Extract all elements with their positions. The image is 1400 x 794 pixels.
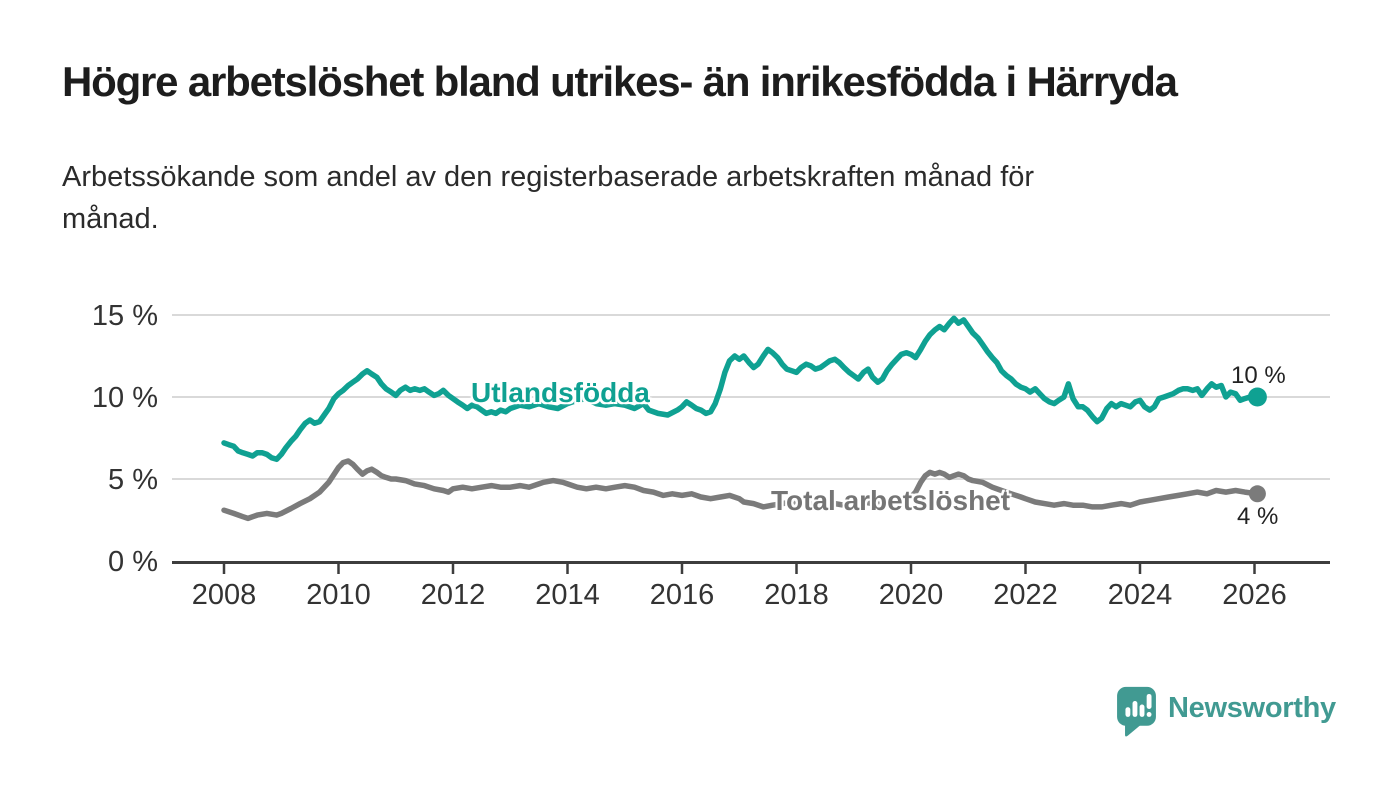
subtitle-line-1: Arbetssökande som andel av den registerb… bbox=[62, 161, 1035, 193]
svg-text:2012: 2012 bbox=[421, 579, 486, 611]
y-axis-labels: 0 % 5 % 10 % 15 % bbox=[92, 300, 158, 578]
chart-subtitle: Arbetssökande som andel av den registerb… bbox=[62, 156, 1034, 240]
svg-text:2008: 2008 bbox=[192, 579, 257, 611]
series-utlandsf-dda-endpoint bbox=[1247, 387, 1267, 407]
svg-text:2014: 2014 bbox=[535, 579, 600, 611]
newsworthy-logo: Newsworthy bbox=[1116, 686, 1336, 739]
svg-text:2016: 2016 bbox=[650, 579, 715, 611]
newsworthy-logo-text: Newsworthy bbox=[1168, 692, 1336, 724]
svg-text:2010: 2010 bbox=[306, 579, 371, 611]
end-value-label-utlandsfodda: 10 % bbox=[1231, 362, 1286, 389]
svg-text:2018: 2018 bbox=[764, 579, 829, 611]
svg-text:5 %: 5 % bbox=[108, 464, 158, 496]
series-total-arbetsl-shet-endpoint bbox=[1248, 485, 1266, 503]
chart-title: Högre arbetslöshet bland utrikes- än inr… bbox=[62, 58, 1178, 105]
svg-text:2024: 2024 bbox=[1108, 579, 1173, 611]
series-utlandsf-dda bbox=[221, 315, 1267, 463]
svg-text:2020: 2020 bbox=[879, 579, 944, 611]
svg-text:2022: 2022 bbox=[993, 579, 1058, 611]
series-label-utlandsfodda: Utlandsfödda bbox=[471, 377, 650, 408]
y-gridlines bbox=[172, 314, 1330, 480]
svg-text:2026: 2026 bbox=[1222, 579, 1287, 611]
subtitle-line-2: månad. bbox=[62, 203, 159, 236]
newsworthy-logo-icon bbox=[1117, 686, 1156, 737]
series-label-total-arbetsloshet: Total arbetslöshet bbox=[771, 485, 1011, 516]
x-axis-ticks bbox=[222, 564, 1256, 574]
series-total-arbetsl-shet bbox=[221, 458, 1266, 522]
svg-text:10 %: 10 % bbox=[92, 382, 158, 414]
end-value-label-total: 4 % bbox=[1237, 503, 1279, 530]
svg-text:0 %: 0 % bbox=[108, 546, 158, 578]
x-axis-labels: 2008 2010 2012 2014 2016 2018 2020 2022 2024 2026 bbox=[192, 579, 1287, 611]
svg-text:15 %: 15 % bbox=[92, 300, 158, 332]
